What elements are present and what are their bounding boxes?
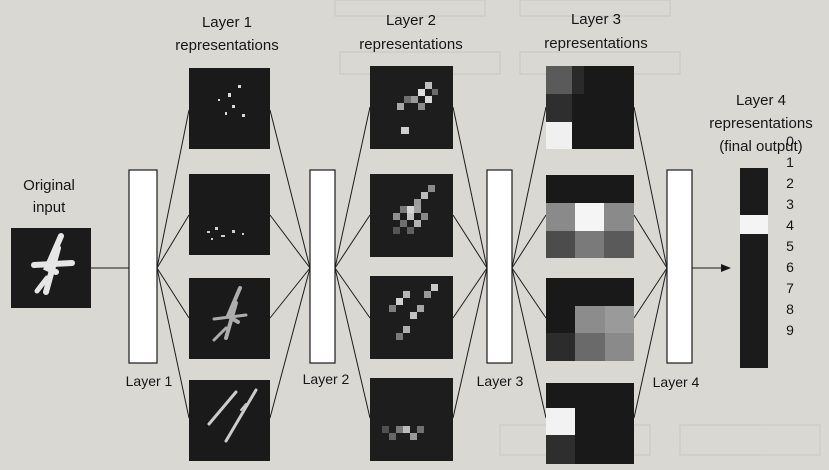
original-input-image	[11, 228, 91, 308]
output-digit-label: 2	[786, 175, 794, 191]
input-label-line2: input	[33, 199, 66, 216]
output-title-line1: Layer 4	[736, 92, 786, 109]
layer-3-representation-1	[546, 66, 634, 149]
output-digit-label: 6	[786, 259, 794, 275]
output-digit-label: 7	[786, 280, 794, 296]
output-digit-label: 0	[786, 133, 794, 149]
layer-2-representation-1	[370, 66, 453, 149]
layer-3-title-line2: representations	[544, 35, 647, 52]
layer-3-box-label: Layer 3	[477, 373, 524, 389]
output-digit-label: 4	[786, 217, 794, 233]
output-highlight-cell	[740, 215, 768, 234]
layer-3-representation-4	[546, 383, 634, 464]
layer-3-box	[486, 169, 513, 364]
output-digit-label: 5	[786, 238, 794, 254]
output-digit-label: 8	[786, 301, 794, 317]
layer-1-representation-2	[189, 174, 270, 255]
output-title-line2: representations	[709, 115, 812, 132]
layer-4-box-label: Layer 4	[653, 374, 700, 390]
layer-1-representation-4	[189, 380, 270, 461]
output-digit-label: 1	[786, 154, 794, 170]
input-label-line1: Original	[23, 177, 75, 194]
layer-1-title-line1: Layer 1	[202, 14, 252, 31]
layer-2-box	[309, 169, 336, 364]
layer-2-representation-2	[370, 174, 453, 257]
layer-4-box	[666, 169, 693, 364]
output-digit-label: 3	[786, 196, 794, 212]
output-digit-label: 9	[786, 322, 794, 338]
layer-2-representation-3	[370, 276, 453, 359]
connection-lines	[91, 106, 731, 419]
output-vector	[740, 168, 768, 368]
layer-3-title-line1: Layer 3	[571, 11, 621, 28]
layer-2-title-line1: Layer 2	[386, 12, 436, 29]
layer-2-title-line2: representations	[359, 36, 462, 53]
layer-2-representation-4	[370, 378, 453, 461]
layer-3-representation-2	[546, 175, 634, 258]
layer-3-representation-3	[546, 278, 634, 361]
layer-1-box-label: Layer 1	[126, 373, 173, 389]
output-title-line3: (final output)	[719, 138, 802, 155]
layer-1-title-line2: representations	[175, 37, 278, 54]
layer-2-box-label: Layer 2	[303, 371, 350, 387]
layer-1-representation-1	[189, 68, 270, 149]
layer-1-representation-3	[189, 278, 270, 359]
layer-1-box	[128, 169, 158, 364]
